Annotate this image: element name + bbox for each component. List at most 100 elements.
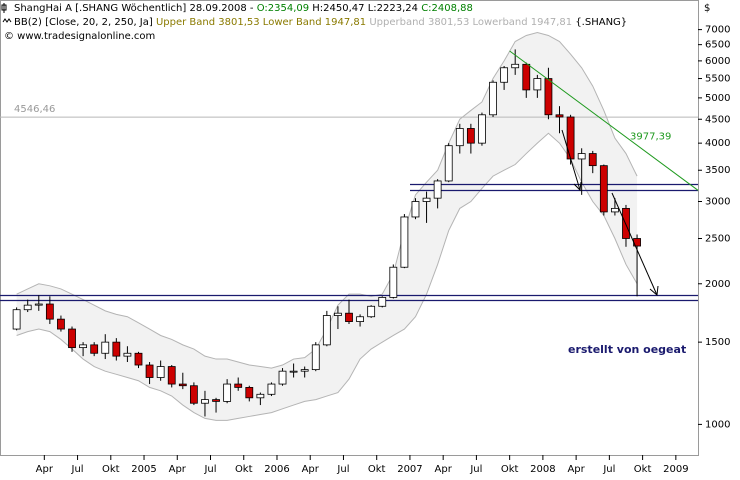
currency: $ [704, 3, 710, 14]
candle-body [489, 81, 497, 116]
candle-body [577, 153, 586, 160]
x-tick-label: Jul [469, 464, 482, 475]
candle-body [334, 312, 342, 316]
y-tick-label: 4500 [705, 114, 730, 125]
candle-body [433, 180, 442, 199]
x-tick-label: Apr [36, 464, 54, 475]
candle-body [478, 114, 486, 144]
y-tick-label: 5500 [705, 74, 730, 85]
header-text: C:2408,88 [421, 3, 473, 14]
y-tick-label: 4000 [705, 138, 730, 149]
header-line: BB(2) [Close, 20, 2, 250, Ja] Upper Band… [14, 17, 627, 28]
candle-body [167, 366, 176, 385]
arrow-head [649, 285, 659, 296]
candle-body [500, 67, 509, 83]
candle-body [466, 128, 475, 144]
x-tick-label: Okt [501, 464, 519, 475]
annotation: erstellt von oegeat [568, 343, 686, 356]
candle-body [311, 344, 320, 371]
header-text: © www.tradesignalonline.com [4, 31, 155, 42]
x-tick-label: 2005 [131, 464, 156, 475]
header-text: H:2450,47 L:2223,24 [309, 3, 421, 14]
arrow-head [573, 181, 582, 192]
candle-body [322, 315, 331, 346]
y-tick-label: 6000 [705, 56, 730, 67]
y-tick-label: 3500 [705, 165, 730, 176]
candle-body [378, 297, 387, 307]
candle-body [145, 364, 154, 378]
candle-body [68, 328, 76, 349]
x-tick-label: 2008 [530, 464, 555, 475]
candle-body [278, 370, 287, 385]
y-tick-label: 1000 [705, 419, 730, 430]
y-tick-label: 2500 [705, 234, 730, 245]
candle-body [588, 153, 597, 167]
candle-body [112, 341, 121, 357]
arrow [561, 129, 581, 191]
header-text: BB(2) [Close, 20, 2, 250, Ja] [14, 17, 156, 28]
arrow [611, 192, 658, 296]
header-icon [1, 3, 7, 13]
header-text: Upper Band 3801,53 Lower Band 1947,81 [156, 17, 366, 28]
candle-body [90, 344, 99, 354]
candle-body [544, 78, 553, 116]
arrows [561, 129, 659, 296]
candle-body [599, 165, 608, 213]
x-tick-label: Okt [634, 464, 652, 475]
header-line: ShangHai A [.SHANG Wöchentlich] 28.09.20… [14, 3, 473, 14]
x-tick-label: Jul [336, 464, 349, 475]
x-tick-label: Jul [71, 464, 84, 475]
candle-body [201, 399, 209, 404]
y-tick-label: 1500 [705, 337, 730, 348]
candle-body [422, 197, 431, 202]
x-tick-label: Apr [169, 464, 187, 475]
header-text: ShangHai A [.SHANG Wöchentlich] 28.09.20… [14, 3, 257, 14]
candle-body [57, 318, 65, 330]
horizontal-line-label: 4546,46 [14, 104, 55, 115]
candle-body [555, 114, 564, 118]
x-tick-label: Jul [203, 464, 216, 475]
candle-body [178, 383, 187, 387]
x-tick-label: 2006 [264, 464, 289, 475]
candle-body [212, 399, 220, 402]
band-line [16, 132, 638, 421]
candle-body [12, 309, 21, 330]
x-tick-label: Okt [235, 464, 253, 475]
y-tick-label: 7000 [705, 25, 730, 36]
candle-body [522, 63, 531, 91]
candle-body [455, 128, 464, 147]
candle-body [45, 303, 54, 320]
candle-body [256, 393, 265, 399]
candle-body [533, 78, 542, 91]
candle-body [566, 116, 575, 160]
candle-body [389, 266, 398, 298]
plot-area [0, 0, 699, 456]
x-tick-label: Jul [602, 464, 615, 475]
candle-body [622, 207, 630, 239]
y-tick-label: 5000 [705, 93, 730, 104]
x-tick-label: Okt [102, 464, 120, 475]
candle-body [444, 145, 453, 182]
header-text: O:2354,09 [257, 3, 309, 14]
trend-line-label: 3977,39 [630, 131, 671, 142]
candle-body [367, 305, 376, 318]
candle-body [189, 385, 198, 404]
candle-body [300, 369, 309, 372]
plot: 4546,46 3977,39 [0, 32, 699, 421]
candle-body [123, 352, 132, 357]
candle-body [611, 207, 619, 213]
candle-body [345, 312, 353, 322]
candle-body [79, 344, 87, 349]
candle-body [411, 201, 420, 218]
candle-body [400, 216, 409, 268]
header-line: © www.tradesignalonline.com [4, 31, 155, 42]
x-tick-label: Apr [302, 464, 320, 475]
x-tick-label: Apr [567, 464, 585, 475]
x-tick-label: Okt [368, 464, 386, 475]
y-tick-label: 3000 [705, 197, 730, 208]
header-text: Upperband 3801,53 Lowerband 1947,81 [366, 17, 572, 28]
candle-body [223, 383, 232, 402]
candle-body [289, 370, 298, 373]
